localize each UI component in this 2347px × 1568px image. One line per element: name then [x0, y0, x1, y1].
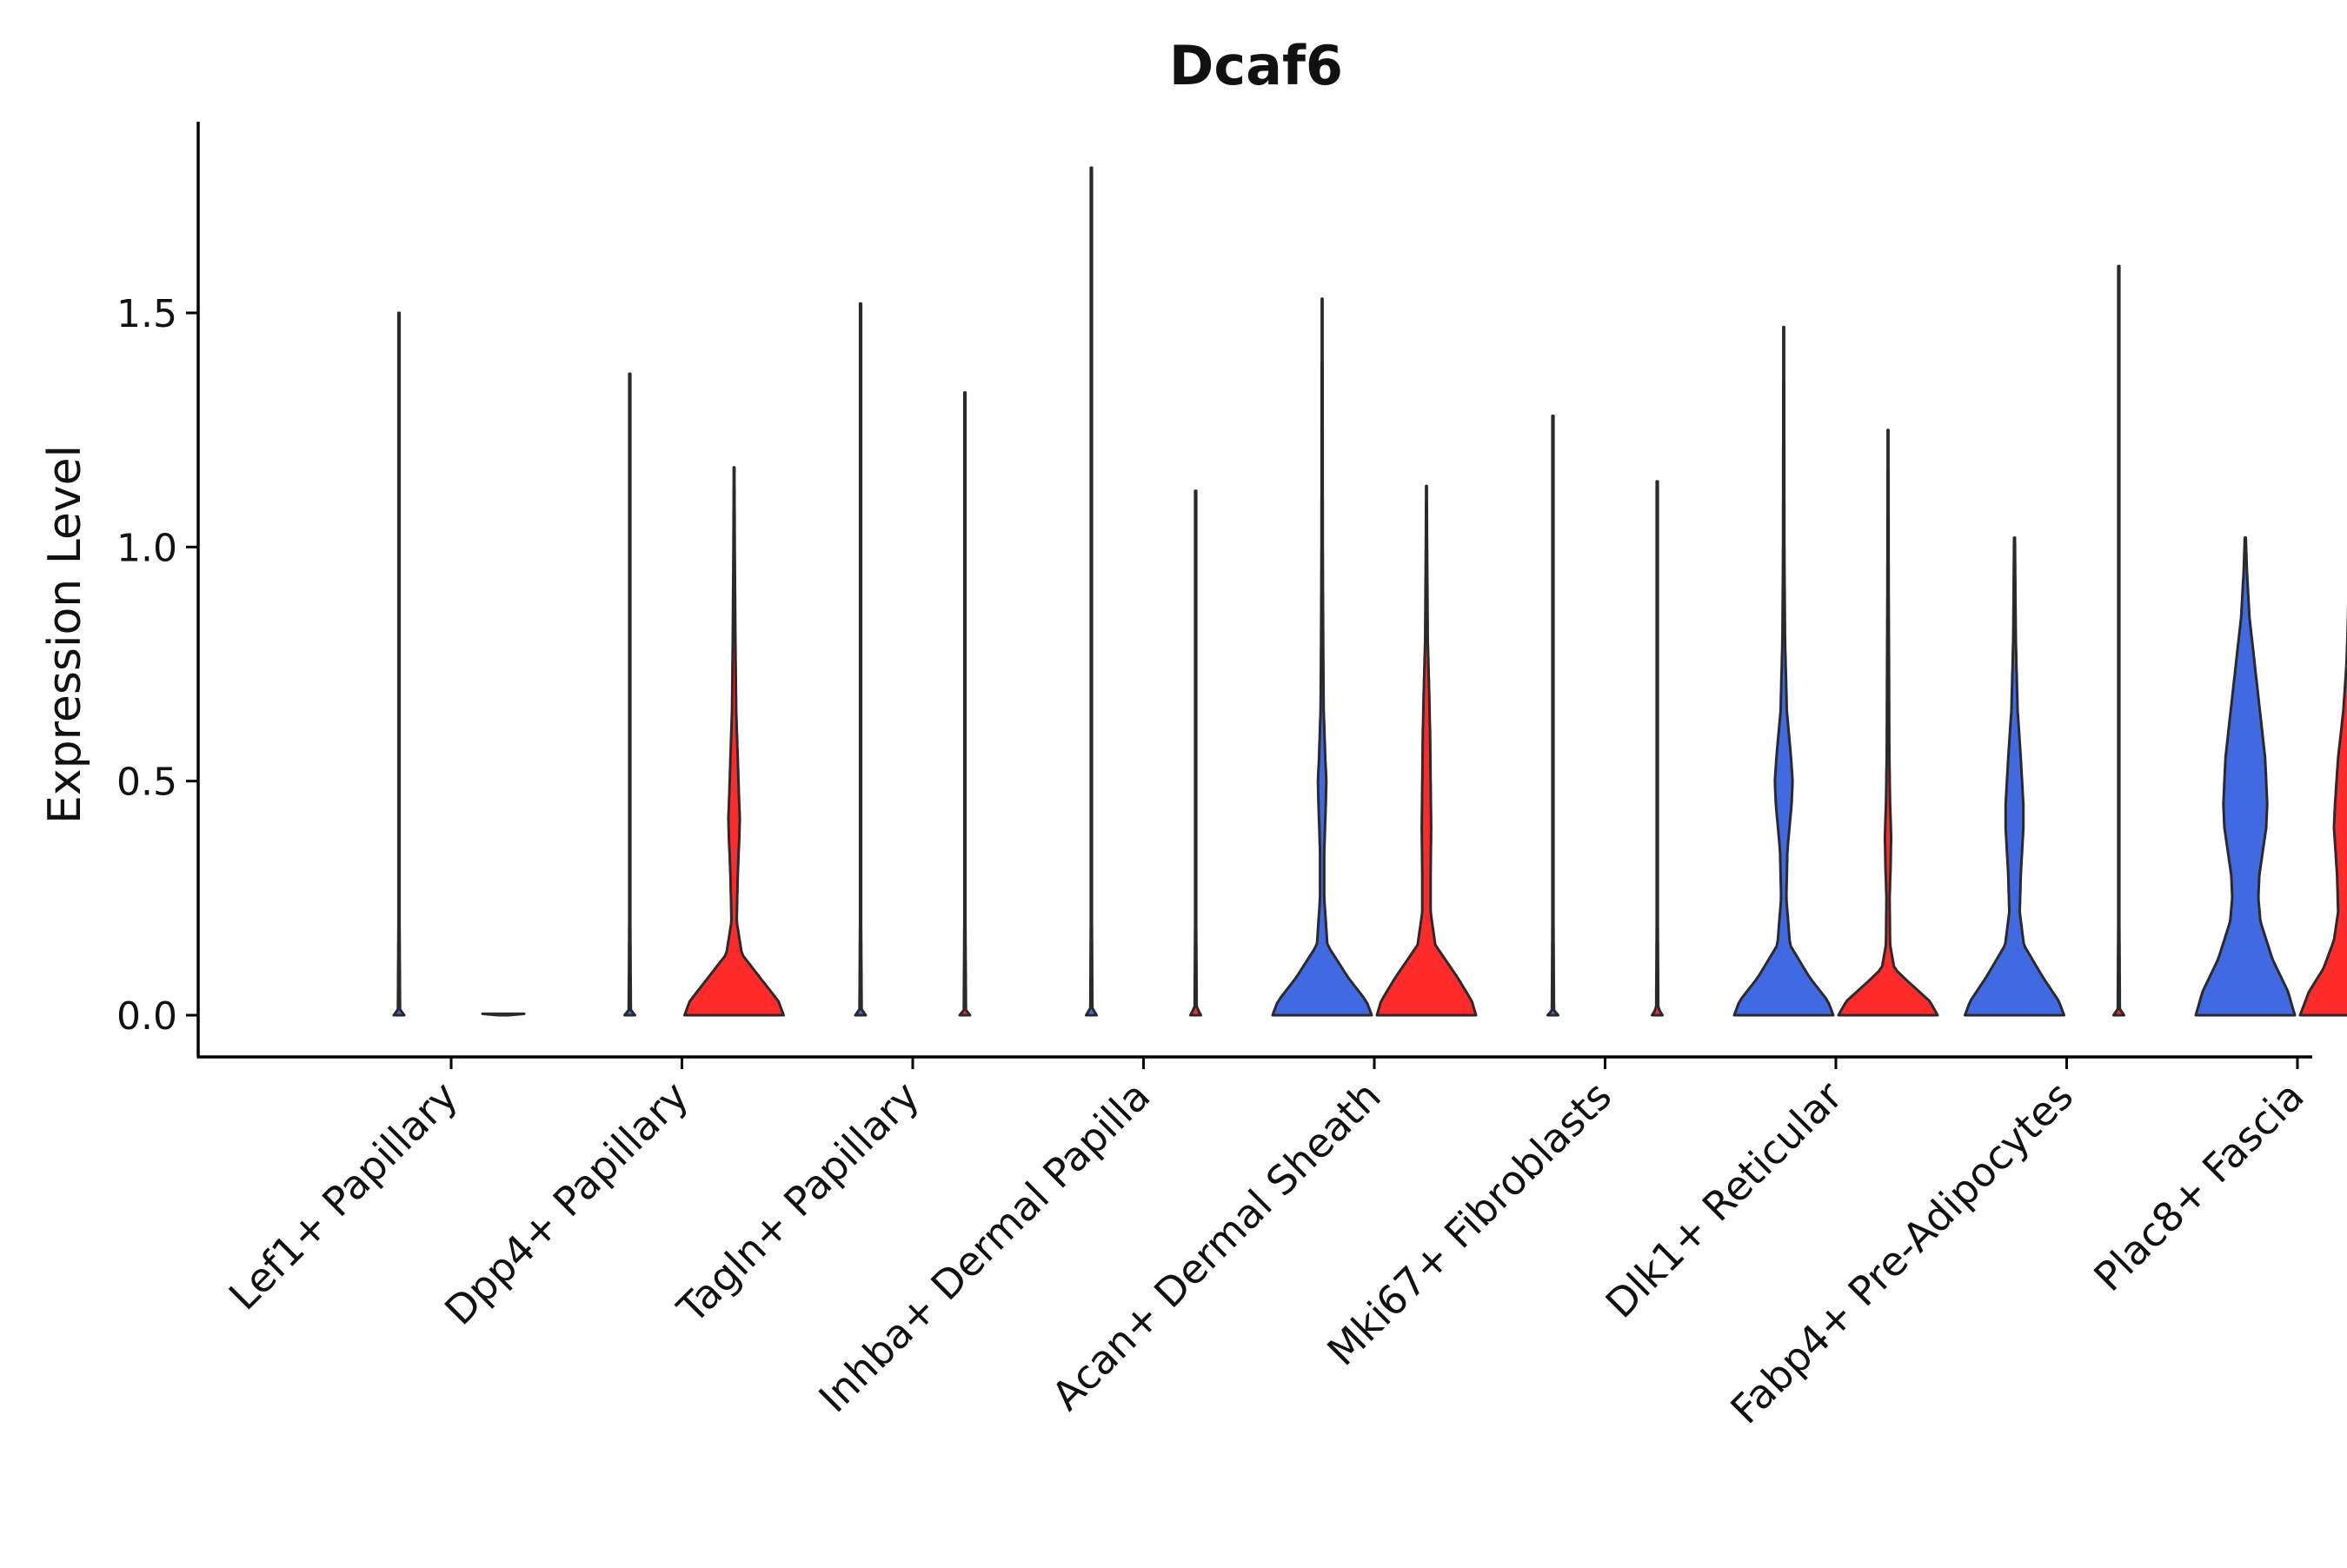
- violin-red-5: [1375, 484, 1478, 1017]
- y-tick-label: 0.5: [116, 761, 177, 805]
- y-tick-label: 1.5: [116, 292, 177, 336]
- violin-red-6: [1651, 480, 1664, 1017]
- violin-blue-9: [2194, 536, 2297, 1017]
- y-axis-title: Expression Level: [39, 445, 91, 824]
- violin-blue-6: [1546, 415, 1559, 1017]
- violin-blue-3: [854, 302, 868, 1017]
- violin-red-8: [2112, 264, 2125, 1017]
- violin-red-4: [1189, 489, 1202, 1017]
- x-tick-label: Tagln+ Papillary: [668, 1073, 928, 1333]
- y-tick-label: 0.0: [116, 994, 177, 1039]
- violin-red-3: [958, 391, 972, 1017]
- violin-red-2: [683, 466, 785, 1017]
- violin-red-9: [2298, 601, 2347, 1017]
- violin-group: [392, 166, 2347, 1017]
- violin-blue-4: [1085, 166, 1098, 1017]
- x-tick-label: Dlk1+ Reticular: [1597, 1073, 1852, 1327]
- violin-blue-1: [392, 311, 406, 1017]
- chart-title: Dcaf6: [1169, 34, 1343, 97]
- x-tick-label: Dpp4+ Papillary: [435, 1073, 697, 1334]
- x-tick-label: Lef1+ Papillary: [220, 1073, 467, 1319]
- violin-red-7: [1837, 429, 1939, 1017]
- y-ticks: 0.0 0.5 1.0 1.5: [116, 292, 198, 1039]
- violin-blue-5: [1271, 297, 1373, 1017]
- violin-red-1: [481, 1012, 526, 1017]
- violin-blue-2: [623, 372, 636, 1017]
- violin-blue-8: [1964, 536, 2065, 1017]
- y-tick-label: 1.0: [116, 526, 177, 570]
- x-tick-label: Plac8+ Fascia: [2084, 1073, 2312, 1300]
- axes: [196, 122, 2312, 1059]
- violin-blue-7: [1732, 325, 1835, 1017]
